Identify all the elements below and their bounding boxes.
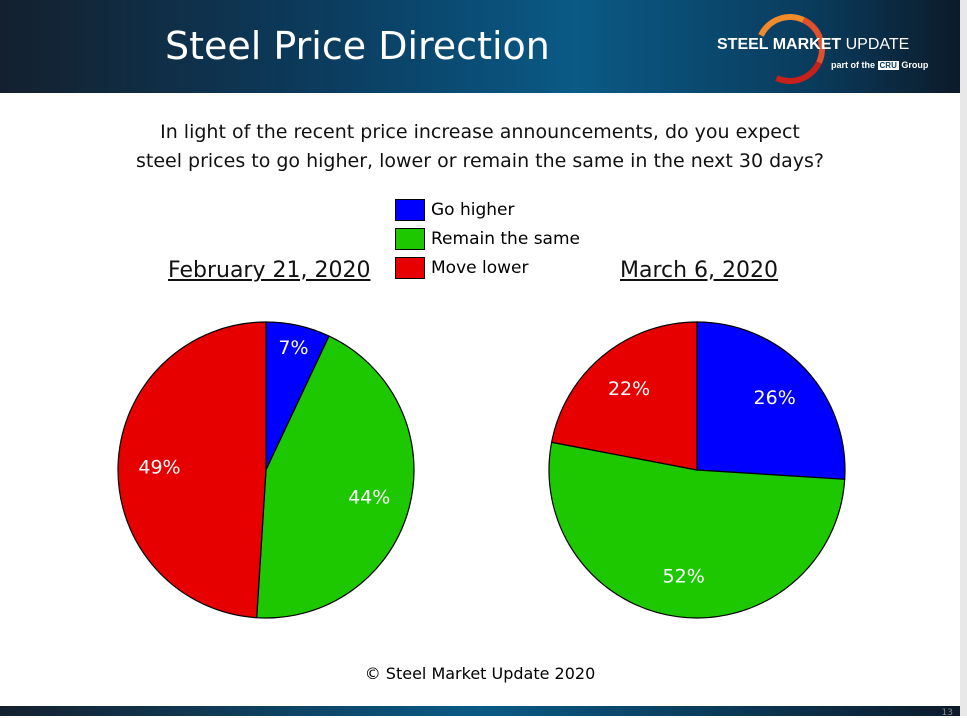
survey-question: In light of the recent price increase an… (0, 118, 960, 176)
pie-title-mar: March 6, 2020 (620, 258, 779, 283)
logo-name-light: UPDATE (845, 36, 910, 53)
legend-label: Go higher (431, 199, 515, 220)
logo-sub-prefix: part of the (831, 60, 875, 70)
pie-slice-remain-the-same (256, 335, 415, 619)
logo-name-bold: STEEL MARKET (717, 36, 842, 53)
legend-item: Go higher (395, 195, 580, 224)
legend-label: Move lower (431, 257, 529, 278)
header-banner: Steel Price Direction STEEL MARKET UPDAT… (0, 0, 960, 94)
legend-label: Remain the same (431, 228, 580, 249)
pie-slice-go-higher (696, 321, 846, 480)
bottom-bar (0, 706, 960, 716)
pie-slice-move-lower (117, 321, 267, 619)
legend-item: Remain the same (395, 224, 580, 253)
legend-swatch (395, 256, 425, 279)
cru-badge: CRU (877, 61, 899, 70)
question-line: In light of the recent price increase an… (160, 121, 800, 143)
data-label: 52% (663, 566, 705, 588)
legend-swatch (395, 227, 425, 250)
data-label: 44% (348, 487, 390, 509)
data-label: 26% (754, 387, 796, 409)
legend-item: Move lower (395, 253, 580, 282)
legend-swatch (395, 198, 425, 221)
data-label: 7% (278, 337, 308, 359)
data-label: 22% (608, 378, 650, 400)
logo-sub-suffix: Group (901, 60, 929, 70)
data-label: 49% (138, 457, 180, 479)
page-number: 13 (941, 708, 953, 718)
slide-title: Steel Price Direction (165, 24, 550, 68)
pie-slice-remain-the-same (548, 441, 846, 619)
question-line: steel prices to go higher, lower or rema… (135, 150, 825, 172)
legend: Go higher Remain the same Move lower (395, 195, 580, 282)
pie-title-feb: February 21, 2020 (168, 258, 371, 283)
steel-market-update-logo: STEEL MARKET UPDATE part of the CRU Grou… (715, 4, 945, 94)
window-gutter (960, 0, 967, 716)
pie-slice-move-lower (550, 321, 698, 471)
copyright-footer: © Steel Market Update 2020 (364, 664, 596, 683)
